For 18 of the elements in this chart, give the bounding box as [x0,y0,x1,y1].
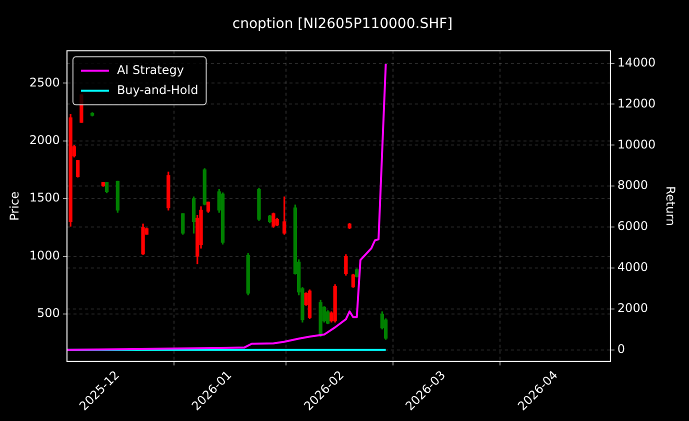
y-tick-label: 2000 [29,132,60,147]
legend-label: Buy-and-Hold [116,82,198,97]
y-tick-label: 1500 [29,190,60,205]
y2-tick-label: 2000 [617,301,648,316]
y2-tick-label: 10000 [617,137,656,152]
y-tick-label: 2500 [29,75,60,90]
y-tick-label: 1000 [29,248,60,262]
y2-tick-label: 8000 [617,178,648,192]
y2-tick-label: 4000 [617,260,648,274]
y-axis-title: Price [7,191,22,221]
y-tick-label: 500 [37,306,60,320]
y2-tick-label: 0 [617,342,626,356]
y2-tick-label: 14000 [617,55,656,70]
y2-axis-title: Return [664,186,678,226]
legend-label: AI Strategy [116,62,184,77]
y2-tick-label: 12000 [617,96,656,110]
y2-tick-label: 6000 [617,219,648,234]
chart-title: cnoption [NI2605P110000.SHF] [232,16,453,32]
